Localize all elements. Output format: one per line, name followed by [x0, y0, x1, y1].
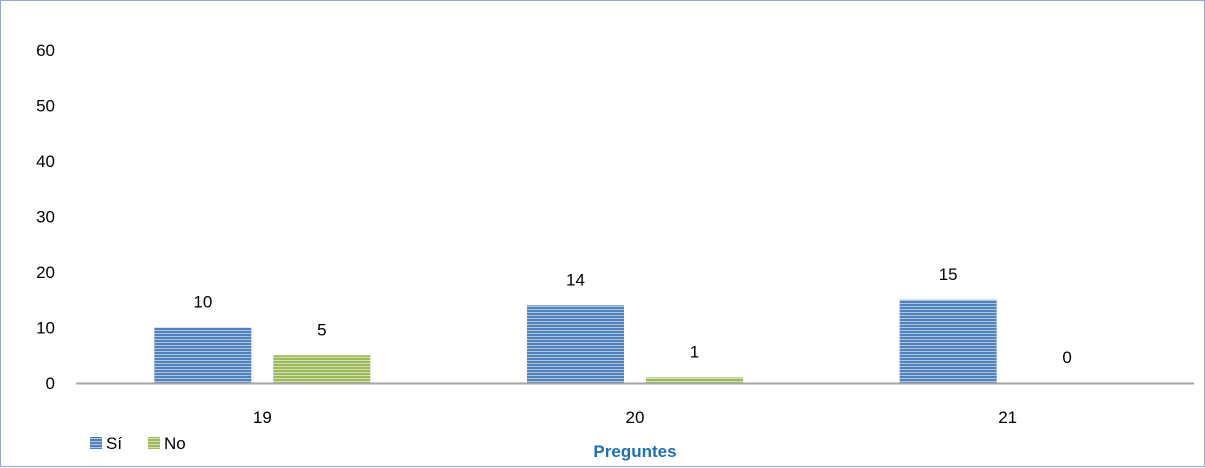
y-axis-ticks: 0 10 20 30 40 50 60: [36, 41, 55, 393]
data-label: 0: [1062, 348, 1071, 367]
bar-si-20: [527, 305, 624, 383]
legend-label: No: [164, 434, 186, 453]
y-tick-label: 0: [46, 374, 55, 393]
legend-label: Sí: [106, 434, 122, 453]
data-label: 14: [566, 270, 585, 289]
legend: Sí No: [90, 434, 186, 453]
x-tick-label: 21: [998, 408, 1017, 427]
data-label: 1: [690, 342, 699, 361]
y-tick-label: 60: [36, 41, 55, 60]
x-axis-title: Preguntes: [593, 442, 676, 461]
bars: [154, 299, 997, 383]
legend-swatch: [148, 437, 160, 449]
y-tick-label: 30: [36, 208, 55, 227]
bar-si-21: [899, 299, 997, 383]
bar-no-19: [273, 355, 371, 383]
data-label: 10: [193, 293, 212, 312]
y-tick-label: 50: [36, 97, 55, 116]
bar-no-20: [646, 377, 743, 383]
y-tick-label: 10: [36, 319, 55, 338]
y-tick-label: 40: [36, 152, 55, 171]
data-labels: 10 5 14 1 15 0: [193, 265, 1072, 367]
data-label: 5: [317, 320, 326, 339]
x-tick-label: 20: [626, 408, 645, 427]
bar-si-19: [154, 327, 252, 383]
legend-swatch: [90, 437, 102, 449]
x-axis-ticks: 19 20 21: [253, 408, 1017, 427]
data-label: 15: [939, 265, 958, 284]
y-tick-label: 20: [36, 263, 55, 282]
x-tick-label: 19: [253, 408, 272, 427]
